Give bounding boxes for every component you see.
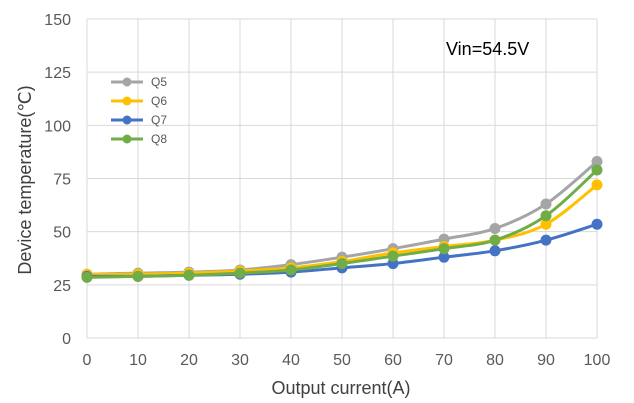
legend-marker (122, 96, 132, 106)
y-tick-label: 0 (62, 331, 71, 348)
data-point (132, 270, 144, 282)
data-point (183, 269, 195, 281)
y-tick-label: 50 (53, 225, 71, 242)
grid (86, 18, 598, 339)
legend-label: Q6 (151, 94, 167, 108)
y-tick-label: 100 (44, 118, 71, 135)
data-point (591, 155, 603, 167)
series (81, 155, 603, 283)
legend-item: Q6 (111, 94, 167, 108)
legend-item: Q5 (111, 75, 167, 89)
x-tick-labels: 0 10 20 30 40 50 60 70 80 90 100 (83, 352, 611, 369)
y-tick-label: 125 (44, 65, 71, 82)
data-point (438, 243, 450, 255)
data-point (540, 210, 552, 222)
data-point (438, 251, 450, 263)
x-tick-label: 100 (584, 352, 611, 369)
legend-marker (122, 134, 132, 144)
legend: Q5 Q6 Q7 Q8 (111, 75, 167, 146)
data-point (540, 218, 552, 230)
data-point (285, 264, 297, 276)
data-point (387, 250, 399, 262)
y-tick-label: 75 (53, 172, 71, 189)
data-point (81, 271, 93, 283)
series-q8 (81, 164, 603, 283)
legend-label: Q7 (151, 113, 167, 127)
x-tick-label: 90 (537, 352, 555, 369)
x-tick-label: 70 (435, 352, 453, 369)
x-tick-label: 80 (486, 352, 504, 369)
y-axis-title: Device temperature(℃) (15, 85, 35, 274)
y-tick-label: 25 (53, 278, 71, 295)
x-tick-label: 50 (333, 352, 351, 369)
vin-annotation: Vin=54.5V (446, 39, 529, 59)
y-tick-labels: 0 25 50 75 100 125 150 (44, 12, 71, 348)
data-point (336, 258, 348, 270)
data-point (540, 234, 552, 246)
data-point (234, 267, 246, 279)
data-point (591, 218, 603, 230)
legend-marker (122, 77, 132, 87)
legend-marker (122, 115, 132, 125)
data-point (591, 179, 603, 191)
data-point (489, 245, 501, 257)
x-tick-label: 30 (231, 352, 249, 369)
legend-label: Q5 (151, 75, 167, 89)
x-tick-label: 10 (129, 352, 147, 369)
x-tick-label: 0 (83, 352, 92, 369)
data-point (489, 222, 501, 234)
data-point (591, 164, 603, 176)
x-tick-label: 60 (384, 352, 402, 369)
data-point (540, 198, 552, 210)
y-tick-label: 150 (44, 12, 71, 29)
legend-label: Q8 (151, 132, 167, 146)
legend-item: Q7 (111, 113, 167, 127)
x-tick-label: 20 (180, 352, 198, 369)
legend-item: Q8 (111, 132, 167, 146)
data-point (489, 234, 501, 246)
x-axis-title: Output current(A) (271, 378, 410, 398)
x-tick-label: 40 (282, 352, 300, 369)
